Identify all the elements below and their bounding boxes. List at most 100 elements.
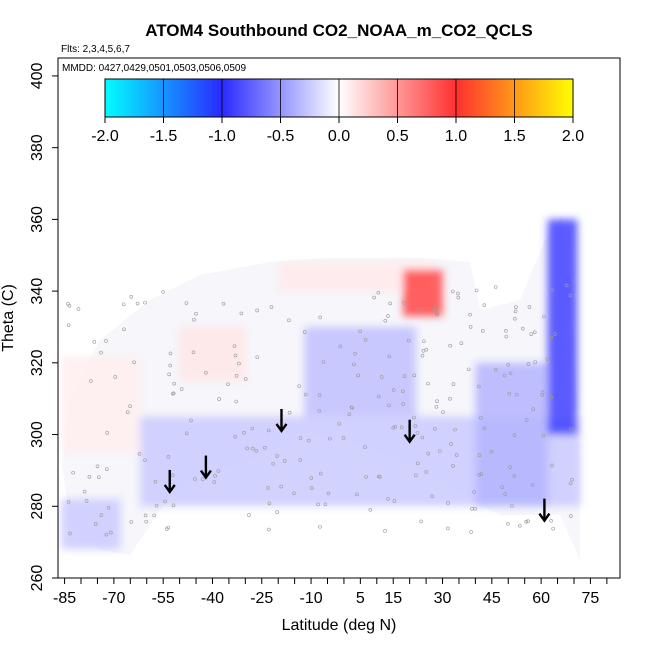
sample-point [317, 408, 322, 413]
y-tick-label: 260 [29, 565, 46, 592]
sample-point [493, 367, 498, 372]
field-region-negative [304, 326, 417, 417]
x-tick-label: 45 [483, 590, 501, 607]
sample-point [87, 474, 92, 479]
sample-point [391, 425, 396, 430]
sample-point [221, 301, 226, 306]
sample-point [153, 479, 158, 484]
sample-point [540, 390, 545, 395]
sample-point [326, 491, 331, 496]
sample-point [353, 351, 357, 356]
sample-point [420, 435, 425, 440]
sample-point [337, 421, 341, 426]
colorbar-tick-label: 0.5 [386, 128, 408, 145]
sample-point [363, 445, 367, 449]
sample-point [121, 302, 126, 307]
sample-point [399, 425, 404, 430]
sample-point [349, 405, 354, 410]
colorbar-tick-label: -2.0 [91, 128, 119, 145]
sample-point [356, 373, 360, 378]
colorbar-tick-label: -0.5 [267, 128, 295, 145]
sample-point [76, 307, 81, 311]
x-tick-label: -85 [53, 590, 76, 607]
sample-point [468, 325, 473, 329]
sample-point [454, 453, 459, 457]
sample-point [350, 405, 354, 410]
sample-point [451, 464, 455, 468]
sample-point [143, 513, 148, 518]
sample-point [129, 520, 134, 524]
sample-point [297, 384, 302, 388]
flights-label: Flts: 2,3,4,5,6,7 [61, 44, 130, 55]
sample-point [71, 470, 75, 475]
y-axis-label: Theta (C) [0, 284, 17, 352]
dates-label: MMDD: 0427,0429,0501,0503,0506,0509 [62, 63, 246, 74]
sample-point [132, 360, 136, 365]
sample-point [416, 307, 421, 312]
sample-point [99, 513, 104, 517]
sample-point [402, 374, 407, 378]
sample-point [503, 492, 507, 496]
sample-point [323, 502, 328, 507]
sample-point [166, 454, 171, 459]
x-tick-label: -10 [300, 590, 323, 607]
sample-point [387, 403, 391, 408]
sample-point [549, 518, 553, 523]
sample-point [66, 500, 71, 504]
sample-point [438, 449, 442, 453]
sample-point [310, 486, 314, 490]
sample-point [456, 295, 461, 300]
sample-point [477, 473, 482, 477]
sample-points [66, 283, 574, 537]
sample-point [263, 445, 267, 450]
sample-point [506, 522, 510, 526]
sample-point [564, 283, 569, 288]
arrow-head [199, 469, 212, 480]
sample-point [318, 524, 322, 529]
sample-point [232, 344, 237, 348]
sample-point [135, 301, 140, 306]
down-arrow-icon [538, 498, 551, 523]
sample-point [154, 503, 159, 508]
sample-point [414, 473, 418, 478]
arrows [163, 408, 551, 523]
sample-point [171, 391, 176, 396]
sample-point [309, 476, 314, 480]
sample-point [508, 371, 513, 376]
sample-point [122, 327, 126, 332]
sample-point [482, 303, 487, 307]
sample-point [449, 442, 453, 446]
down-arrow-icon [163, 469, 176, 494]
sample-point [466, 367, 471, 372]
sample-point [441, 410, 445, 414]
sample-point [105, 431, 110, 435]
sample-point [512, 474, 517, 478]
sample-point [129, 295, 134, 299]
sample-point [165, 527, 169, 531]
sample-point [267, 501, 272, 506]
down-arrow-icon [199, 455, 212, 480]
sample-point [255, 308, 259, 313]
sample-point [500, 485, 505, 490]
sample-point [518, 523, 522, 528]
sample-point [493, 285, 498, 289]
sample-point [113, 375, 117, 379]
sample-point [448, 396, 452, 401]
sample-point [507, 391, 512, 396]
sample-point [99, 350, 103, 355]
sample-point [352, 362, 356, 367]
sample-point [413, 424, 418, 428]
sample-point [275, 454, 279, 458]
sample-point [448, 343, 452, 348]
y-tick-label: 320 [29, 349, 46, 376]
sample-point [68, 531, 72, 536]
sample-point [251, 446, 255, 451]
sample-point [318, 471, 323, 476]
sample-point [545, 357, 550, 362]
sample-point [243, 377, 248, 381]
sample-point [93, 522, 98, 526]
sample-point [433, 427, 437, 431]
sample-point [376, 394, 381, 399]
sample-point [302, 330, 307, 334]
down-arrow-icon [403, 419, 416, 444]
